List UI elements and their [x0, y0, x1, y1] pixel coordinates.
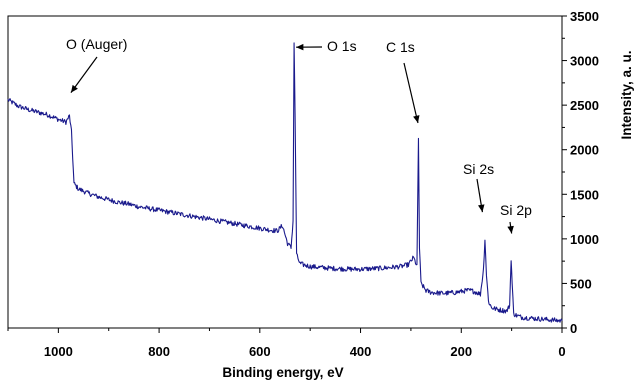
x-axis-title: Binding energy, eV: [222, 365, 343, 380]
x-tick-label: 600: [249, 344, 271, 359]
y-tick-label: 0: [570, 321, 577, 336]
spectrum-series: [7, 42, 563, 323]
arrowhead-icon: [478, 204, 485, 213]
annotation-label: Si 2s: [463, 161, 494, 177]
x-tick-label: 200: [450, 344, 472, 359]
y-axis-title: Intensity, a. u.: [619, 50, 634, 139]
arrowhead-icon: [70, 84, 78, 93]
annotation-label: O (Auger): [66, 36, 127, 52]
y-tick-label: 1500: [570, 187, 599, 202]
y-tick-label: 2500: [570, 98, 599, 113]
x-tick-label: 0: [558, 344, 565, 359]
y-tick-label: 500: [570, 276, 592, 291]
annotation-label: C 1s: [386, 39, 415, 55]
peak-annotations: O (Auger) O 1s C 1s Si 2s Si 2p: [66, 36, 532, 234]
arrowhead-icon: [296, 43, 304, 51]
y-axis-ticks: 0 500 1000 1500 2000 2500 3000 3500: [562, 9, 599, 336]
x-axis-ticks: 1000 800 600 400 200 0: [7, 328, 566, 359]
y-tick-label: 3000: [570, 54, 599, 69]
annotation-label: Si 2p: [500, 202, 532, 218]
arrowhead-icon: [507, 225, 514, 234]
y-tick-label: 1000: [570, 232, 599, 247]
x-tick-label: 1000: [44, 344, 73, 359]
x-tick-label: 800: [148, 344, 170, 359]
y-tick-label: 2000: [570, 143, 599, 158]
annotation-label: O 1s: [327, 38, 357, 54]
arrowhead-icon: [413, 115, 420, 123]
x-tick-label: 400: [350, 344, 372, 359]
spectrum-line: [7, 42, 563, 323]
annotation-arrow: [403, 62, 419, 124]
y-tick-label: 3500: [570, 9, 599, 24]
annotation-arrow: [70, 56, 98, 94]
